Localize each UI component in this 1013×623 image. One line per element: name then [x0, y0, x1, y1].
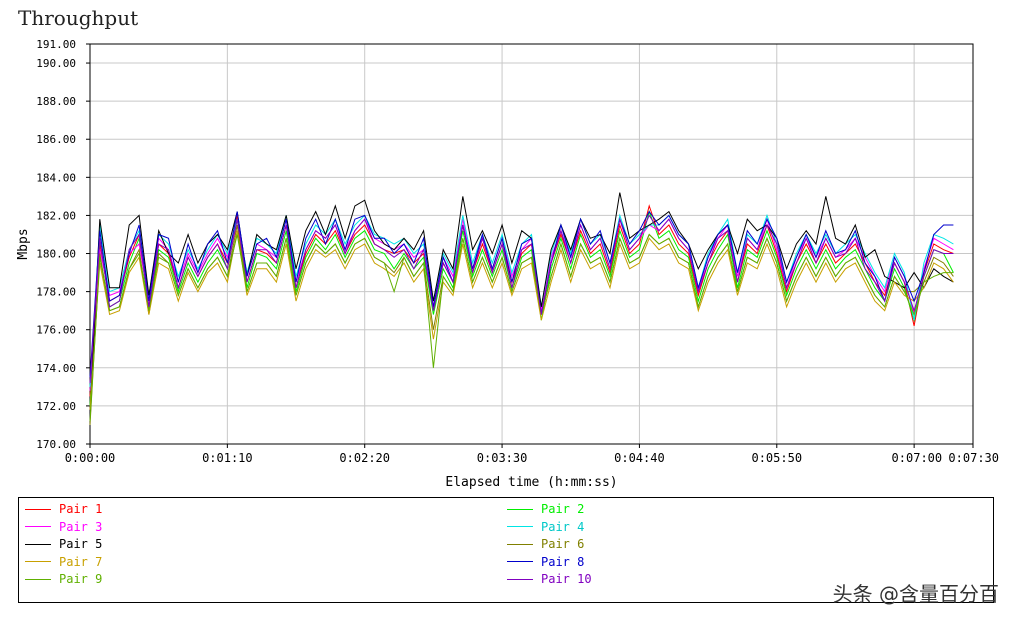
series-line-pair-5 — [89, 192, 954, 416]
legend-label: Pair 4 — [541, 519, 585, 534]
legend: Pair 1 Pair 2 Pair 3 Pair 4 Pair 5 Pair 6 Pair… — [18, 497, 994, 603]
x-tick-label: 0:02:20 — [339, 451, 390, 465]
y-axis-label: Mbps — [16, 228, 31, 259]
y-tick-label: 174.00 — [36, 362, 76, 375]
legend-item: Pair 9 — [25, 571, 102, 587]
chart-area: 170.00 172.00 174.00 176.00 178.00 180.00 182.… — [16, 38, 999, 490]
legend-label: Pair 8 — [541, 554, 585, 569]
y-tick-label: 186.00 — [36, 133, 76, 146]
legend-item: Pair 10 — [507, 571, 592, 587]
legend-label: Pair 6 — [541, 537, 585, 551]
x-tick-label: 0:04:40 — [614, 451, 665, 465]
legend-label: Pair 1 — [59, 502, 103, 516]
legend-swatch — [507, 543, 533, 545]
y-tick-label: 172.00 — [36, 400, 76, 413]
y-tick-label: 182.00 — [36, 209, 76, 222]
y-tick-label: 184.00 — [36, 171, 76, 184]
y-tick-label: 178.00 — [36, 286, 76, 299]
legend-item: Pair 6 — [507, 536, 584, 552]
legend-label: Pair 7 — [59, 554, 103, 569]
y-tick-label: 170.00 — [36, 438, 76, 451]
legend-label: Pair 2 — [541, 502, 585, 516]
chart-title: Throughput — [18, 6, 139, 30]
legend-swatch — [25, 561, 51, 562]
y-tick-label: 188.00 — [36, 95, 76, 108]
legend-item: Pair 1 — [25, 501, 102, 517]
legend-label: Pair 9 — [59, 572, 103, 586]
x-tick-label: 0:07:00 — [892, 451, 943, 465]
y-tick-label: 176.00 — [36, 324, 76, 337]
plot-border — [89, 43, 974, 445]
legend-item: Pair 2 — [507, 501, 584, 517]
series-line-pair-8 — [89, 210, 954, 378]
y-tick-label: 180.00 — [36, 248, 76, 261]
watermark: 头条 @含量百分百 — [832, 582, 999, 606]
legend-swatch — [507, 561, 533, 562]
y-tick-label: 190.00 — [36, 57, 76, 70]
legend-item: Pair 4 — [507, 519, 584, 535]
series-line-pair-10 — [89, 214, 954, 384]
legend-item: Pair 7 — [25, 554, 102, 570]
legend-swatch — [25, 526, 51, 527]
legend-label: Pair 5 — [59, 537, 103, 551]
legend-item: Pair 5 — [25, 536, 102, 552]
legend-item: Pair 8 — [507, 554, 584, 570]
y-tick-label: 191.00 — [36, 38, 76, 51]
x-tick-label: 0:03:30 — [477, 451, 528, 465]
legend-item: Pair 3 — [25, 519, 102, 535]
legend-swatch — [25, 578, 51, 580]
x-tick-label: 0:01:10 — [202, 451, 253, 465]
legend-swatch — [507, 508, 533, 510]
legend-swatch — [507, 526, 533, 527]
series-line-pair-9 — [89, 233, 954, 422]
x-tick-label: 0:00:00 — [65, 451, 116, 465]
legend-swatch — [25, 543, 51, 545]
legend-swatch — [507, 578, 533, 580]
legend-label: Pair 10 — [541, 572, 592, 586]
legend-label: Pair 3 — [59, 519, 103, 534]
x-tick-label: 0:05:50 — [751, 451, 802, 465]
x-tick-label: 0:07:30 — [948, 451, 999, 465]
legend-swatch — [25, 508, 51, 510]
x-axis-label: Elapsed time (h:mm:ss) — [445, 475, 617, 490]
